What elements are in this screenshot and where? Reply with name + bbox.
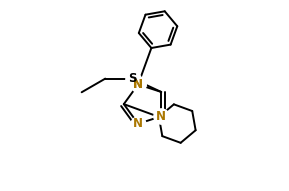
Text: N: N <box>156 110 166 123</box>
Text: N: N <box>133 78 143 91</box>
Text: S: S <box>128 72 137 85</box>
Text: N: N <box>133 117 143 130</box>
Text: N: N <box>133 78 143 91</box>
